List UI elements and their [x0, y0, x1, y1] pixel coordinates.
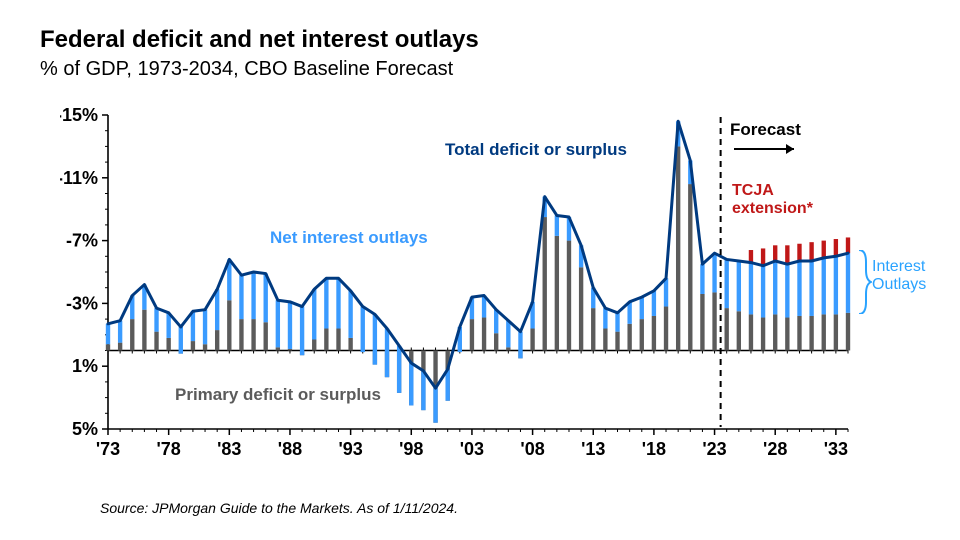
svg-text:Net interest outlays: Net interest outlays	[270, 228, 428, 247]
svg-text:Forecast: Forecast	[730, 120, 801, 139]
svg-text:'28: '28	[763, 439, 787, 459]
svg-text:'78: '78	[156, 439, 180, 459]
svg-text:'93: '93	[338, 439, 362, 459]
svg-text:Primary deficit or surplus: Primary deficit or surplus	[175, 385, 381, 404]
chart-title: Federal deficit and net interest outlays	[40, 26, 479, 54]
svg-text:'08: '08	[520, 439, 544, 459]
chart-area: -15% -11% -7% -3% 1% 5%'73 '78 '83 '88 '93 '98 '03 '…	[60, 95, 860, 465]
svg-text:-11%: -11%	[60, 168, 98, 188]
svg-text:'18: '18	[642, 439, 666, 459]
svg-text:extension*: extension*	[732, 200, 814, 217]
interest-outlays-side-label: Interest Outlays	[872, 258, 926, 294]
svg-text:TCJA: TCJA	[732, 182, 774, 199]
svg-text:1%: 1%	[72, 356, 98, 376]
source-footnote: Source: JPMorgan Guide to the Markets. A…	[100, 500, 458, 516]
svg-text:-3%: -3%	[66, 293, 98, 313]
brace-icon	[858, 250, 872, 314]
svg-text:'33: '33	[824, 439, 848, 459]
svg-text:-15%: -15%	[60, 105, 98, 125]
svg-text:-7%: -7%	[66, 231, 98, 251]
svg-text:'03: '03	[460, 439, 484, 459]
svg-text:'98: '98	[399, 439, 423, 459]
svg-text:'13: '13	[581, 439, 605, 459]
svg-text:'23: '23	[702, 439, 726, 459]
svg-text:5%: 5%	[72, 419, 98, 439]
svg-text:Total deficit or surplus: Total deficit or surplus	[445, 140, 627, 159]
chart-subtitle: % of GDP, 1973-2034, CBO Baseline Foreca…	[40, 58, 453, 81]
svg-text:'88: '88	[278, 439, 302, 459]
chart-svg: -15% -11% -7% -3% 1% 5%'73 '78 '83 '88 '93 '98 '03 '…	[60, 95, 860, 465]
svg-text:'83: '83	[217, 439, 241, 459]
svg-text:'73: '73	[96, 439, 120, 459]
